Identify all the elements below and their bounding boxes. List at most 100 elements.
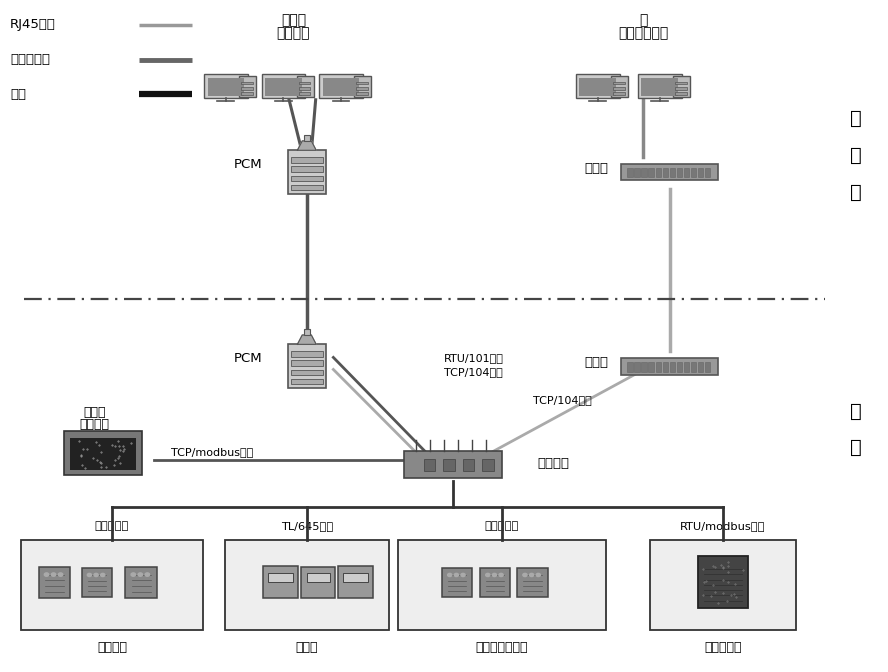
Bar bbox=[482, 459, 494, 471]
Circle shape bbox=[486, 573, 490, 577]
Bar bbox=[613, 87, 624, 89]
Bar bbox=[288, 151, 326, 194]
Bar bbox=[263, 566, 298, 598]
Text: 交换机: 交换机 bbox=[584, 356, 608, 370]
Text: 度: 度 bbox=[850, 146, 861, 165]
Text: 市: 市 bbox=[639, 13, 647, 27]
Text: 变电站: 变电站 bbox=[83, 407, 106, 419]
Bar bbox=[698, 168, 703, 177]
Bar bbox=[319, 75, 363, 98]
Bar bbox=[241, 92, 253, 95]
Bar bbox=[677, 362, 682, 372]
Bar bbox=[70, 438, 136, 470]
Bar bbox=[356, 82, 368, 85]
Text: 自定义协议: 自定义协议 bbox=[95, 521, 130, 532]
Circle shape bbox=[448, 573, 452, 577]
Bar bbox=[662, 168, 668, 177]
Bar bbox=[288, 344, 326, 388]
Text: RTU/modbus协议: RTU/modbus协议 bbox=[680, 521, 765, 532]
Bar bbox=[650, 540, 796, 630]
Bar bbox=[337, 566, 373, 598]
Bar bbox=[622, 358, 718, 374]
Text: 运动装置: 运动装置 bbox=[537, 457, 569, 470]
Bar bbox=[268, 573, 293, 582]
Text: 端: 端 bbox=[850, 438, 861, 457]
Bar bbox=[302, 567, 335, 597]
Text: 县公司: 县公司 bbox=[281, 13, 306, 27]
Text: 监控系统: 监控系统 bbox=[79, 418, 109, 431]
Bar bbox=[670, 362, 675, 372]
Bar bbox=[291, 157, 322, 163]
Bar bbox=[322, 78, 360, 95]
Bar bbox=[225, 540, 389, 630]
Bar bbox=[240, 75, 256, 97]
Text: 调: 调 bbox=[850, 109, 861, 128]
Bar bbox=[673, 75, 690, 97]
Bar bbox=[125, 567, 157, 597]
Bar bbox=[675, 87, 686, 89]
Text: 端: 端 bbox=[850, 183, 861, 202]
Bar bbox=[64, 431, 142, 475]
Bar bbox=[241, 87, 253, 89]
Bar bbox=[354, 75, 371, 97]
Bar bbox=[627, 362, 632, 372]
Text: 自定义协议: 自定义协议 bbox=[484, 521, 519, 532]
Bar bbox=[655, 168, 661, 177]
Bar bbox=[304, 329, 310, 335]
Bar bbox=[641, 78, 678, 95]
Bar bbox=[662, 362, 668, 372]
Circle shape bbox=[492, 573, 496, 577]
Bar bbox=[575, 75, 620, 98]
Text: 电度表: 电度表 bbox=[296, 641, 318, 654]
Bar bbox=[684, 362, 689, 372]
Bar bbox=[705, 362, 710, 372]
Bar bbox=[304, 135, 310, 141]
Bar bbox=[518, 568, 548, 597]
Bar bbox=[638, 75, 681, 98]
Bar bbox=[705, 168, 710, 177]
Text: TL/645协议: TL/645协议 bbox=[281, 521, 333, 532]
Circle shape bbox=[94, 573, 99, 577]
Circle shape bbox=[59, 573, 63, 577]
Bar bbox=[634, 168, 639, 177]
Circle shape bbox=[145, 573, 149, 577]
Bar bbox=[306, 573, 330, 582]
Bar bbox=[82, 568, 112, 597]
Bar bbox=[691, 168, 696, 177]
Circle shape bbox=[523, 573, 527, 577]
Bar bbox=[291, 167, 322, 172]
Bar bbox=[297, 75, 313, 97]
Bar bbox=[648, 362, 654, 372]
Bar bbox=[698, 556, 748, 608]
Text: PCM: PCM bbox=[234, 351, 263, 365]
Bar bbox=[480, 568, 511, 597]
Bar bbox=[404, 451, 502, 478]
Bar bbox=[677, 168, 682, 177]
Circle shape bbox=[87, 573, 91, 577]
Bar bbox=[298, 92, 310, 95]
Bar bbox=[627, 168, 632, 177]
Text: RJ45网线: RJ45网线 bbox=[11, 18, 56, 32]
Circle shape bbox=[44, 573, 49, 577]
Bar bbox=[265, 78, 302, 95]
Bar bbox=[443, 459, 455, 471]
Circle shape bbox=[52, 573, 56, 577]
Circle shape bbox=[461, 573, 465, 577]
Bar bbox=[291, 351, 322, 357]
Bar bbox=[356, 92, 368, 95]
Bar bbox=[641, 362, 646, 372]
Bar bbox=[398, 540, 606, 630]
Text: TCP/modbus协议: TCP/modbus协议 bbox=[171, 448, 254, 458]
Circle shape bbox=[536, 573, 541, 577]
Text: 串口通讯线: 串口通讯线 bbox=[11, 53, 51, 66]
Bar bbox=[655, 362, 661, 372]
Bar bbox=[675, 92, 686, 95]
Bar bbox=[691, 362, 696, 372]
Bar bbox=[343, 573, 368, 582]
Circle shape bbox=[100, 573, 105, 577]
Circle shape bbox=[455, 573, 458, 577]
Bar bbox=[698, 362, 703, 372]
Bar bbox=[262, 75, 305, 98]
Bar bbox=[622, 163, 718, 181]
Circle shape bbox=[529, 573, 534, 577]
